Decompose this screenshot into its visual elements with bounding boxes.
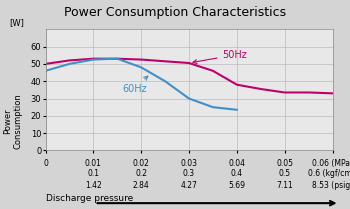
- Text: 1.42: 1.42: [85, 181, 102, 190]
- Text: 50Hz: 50Hz: [193, 50, 247, 64]
- Text: 0.2: 0.2: [135, 169, 147, 178]
- Text: 0.1: 0.1: [88, 169, 99, 178]
- Text: 0.3: 0.3: [183, 169, 195, 178]
- Text: 2.84: 2.84: [133, 181, 149, 190]
- Text: 0.05: 0.05: [276, 159, 293, 168]
- Text: Power
Consumption: Power Consumption: [4, 93, 23, 149]
- Text: 0.02: 0.02: [133, 159, 149, 168]
- Text: 0: 0: [43, 159, 48, 168]
- Text: 0.04: 0.04: [228, 159, 245, 168]
- Text: [W]: [W]: [9, 18, 24, 27]
- Text: Discharge pressure: Discharge pressure: [46, 194, 133, 203]
- Text: 4.27: 4.27: [181, 181, 197, 190]
- Text: Power Consumption Characteristics: Power Consumption Characteristics: [64, 6, 286, 19]
- Text: 0.06 (MPa): 0.06 (MPa): [312, 159, 350, 168]
- Text: 0.6 (kgf/cm²): 0.6 (kgf/cm²): [308, 169, 350, 178]
- Text: 5.69: 5.69: [228, 181, 245, 190]
- Text: 0.03: 0.03: [181, 159, 197, 168]
- Text: 60Hz: 60Hz: [122, 76, 148, 94]
- Text: 0.4: 0.4: [231, 169, 243, 178]
- Text: 0.5: 0.5: [279, 169, 291, 178]
- Text: 0.01: 0.01: [85, 159, 102, 168]
- Text: 7.11: 7.11: [276, 181, 293, 190]
- Text: 8.53 (psig): 8.53 (psig): [312, 181, 350, 190]
